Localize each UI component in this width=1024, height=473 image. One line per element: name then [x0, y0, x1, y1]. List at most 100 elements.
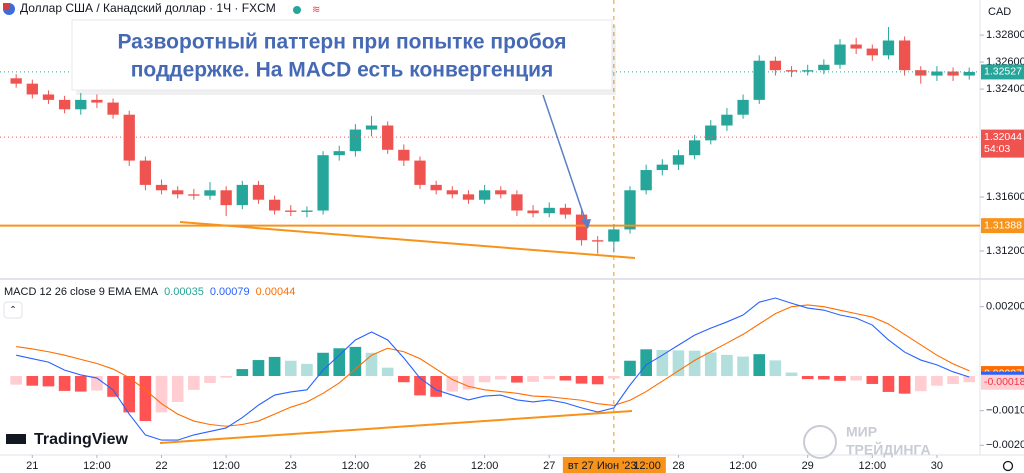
histogram-bar	[317, 352, 329, 376]
histogram-bar	[543, 375, 556, 380]
histogram-bar	[381, 367, 394, 376]
y-tick-label: 1.31200	[986, 245, 1024, 257]
histogram-bar	[26, 375, 39, 386]
price-label-box	[981, 64, 1024, 80]
candle-body	[882, 40, 895, 56]
histogram-bar	[559, 375, 572, 381]
currency-label[interactable]: CAD	[988, 6, 1011, 18]
candle-body	[850, 44, 862, 49]
crosshair-label-box	[562, 457, 666, 473]
y-tick-label: 1.32800	[986, 29, 1024, 41]
histogram-bar	[123, 375, 136, 413]
x-tick-label: 12:00	[83, 460, 111, 472]
settings-icon[interactable]	[1002, 460, 1014, 472]
histogram-bar	[42, 375, 55, 387]
x-tick-label: 27	[543, 460, 555, 472]
annotation-line: Разворотный паттерн при попытке пробоя	[117, 31, 566, 54]
histogram-bar	[301, 363, 313, 376]
candle-body	[42, 94, 55, 100]
y-tick-label: −0.00200	[986, 439, 1024, 451]
histogram-bar	[947, 375, 959, 384]
histogram-bar	[672, 350, 685, 376]
indicator-label[interactable]: MACD 12 26 close 9 EMA EMA	[4, 286, 159, 298]
x-tick-label: 12:00	[859, 460, 887, 472]
crosshair-time: 12:00	[633, 460, 661, 472]
x-tick-label: 12:00	[342, 460, 370, 472]
histogram-bar	[171, 375, 184, 402]
histogram-bar	[737, 356, 749, 376]
candle-body	[818, 64, 830, 71]
histogram-bar	[268, 356, 281, 376]
y-tick-label: 1.32400	[986, 83, 1024, 95]
candle-body	[446, 190, 458, 195]
histogram-bar	[446, 375, 459, 392]
brand-text: МИР	[846, 424, 877, 440]
support-trendline	[179, 221, 636, 259]
price-label-box	[981, 218, 1024, 234]
price-label-box	[981, 129, 1024, 158]
y-tick-label: 1.32600	[986, 56, 1024, 68]
candle-body	[301, 210, 313, 212]
histogram-bar	[414, 375, 426, 396]
candle-body	[898, 40, 911, 71]
histogram-bar	[785, 372, 798, 376]
candle-body	[26, 83, 38, 95]
collapse-button[interactable]	[3, 301, 23, 319]
logo-mark	[6, 434, 26, 444]
histogram-bar	[188, 375, 200, 390]
candle-body	[365, 125, 378, 130]
histogram-bar	[284, 360, 297, 376]
histogram-bar	[818, 375, 830, 380]
candle-body	[834, 44, 846, 65]
status-icon: ≋	[312, 5, 320, 16]
candle-body	[172, 190, 184, 195]
histogram-bar	[688, 350, 701, 376]
candle-body	[236, 184, 248, 206]
histogram-bar	[721, 354, 733, 376]
candle-body	[963, 71, 975, 76]
annotation-line: поддержке. На MACD есть конвергенция	[131, 59, 554, 82]
candle-body	[10, 78, 22, 84]
histogram-bar	[204, 375, 216, 383]
histogram-bar	[850, 375, 862, 381]
candle-body	[608, 229, 620, 242]
histogram-bar	[107, 375, 119, 397]
histogram-bar	[898, 375, 911, 394]
histogram-bar	[527, 375, 539, 382]
y-tick-label: −0.00100	[986, 405, 1024, 417]
histogram-bar	[624, 360, 636, 376]
candle-body	[91, 99, 103, 103]
candle-body	[478, 190, 491, 200]
candle-body	[640, 170, 652, 191]
candle-body	[430, 184, 442, 191]
annotation-box	[71, 19, 613, 91]
candle-body	[414, 160, 426, 185]
indicator-value: 0.00035	[164, 286, 204, 298]
histogram-bar	[914, 375, 927, 392]
price-label: 1.32527	[984, 66, 1022, 78]
axis-labels: 1.32800 1.32600 1.32400 1.31600 1.31200 1.313…	[26, 29, 1024, 473]
histogram-bar	[58, 375, 71, 391]
candle-body	[915, 70, 927, 76]
histogram-bar	[769, 360, 782, 376]
candle-body	[188, 194, 200, 196]
histogram-bar	[575, 375, 588, 384]
histogram-bar	[640, 349, 652, 376]
logo-text: TradingView	[34, 431, 129, 448]
x-tick-label: 23	[285, 460, 297, 472]
histogram-bar	[398, 375, 410, 383]
candle-body	[511, 194, 523, 211]
x-tick-label: 22	[155, 460, 167, 472]
candle-body	[802, 70, 814, 72]
crosshair-date: вт 27 Июн '23	[568, 460, 637, 472]
histogram-bar	[139, 375, 152, 422]
collapse-icon[interactable]: ⌃	[9, 304, 17, 314]
histogram-bar	[866, 375, 879, 384]
signal-line	[16, 304, 970, 427]
drawings-over: Разворотный паттерн при попытке пробоя п…	[3, 1, 1014, 472]
histogram-bar	[834, 375, 846, 381]
candle-body	[559, 207, 572, 215]
symbol-title[interactable]: Доллар США / Канадский доллар · 1Ч · FXC…	[20, 1, 276, 15]
